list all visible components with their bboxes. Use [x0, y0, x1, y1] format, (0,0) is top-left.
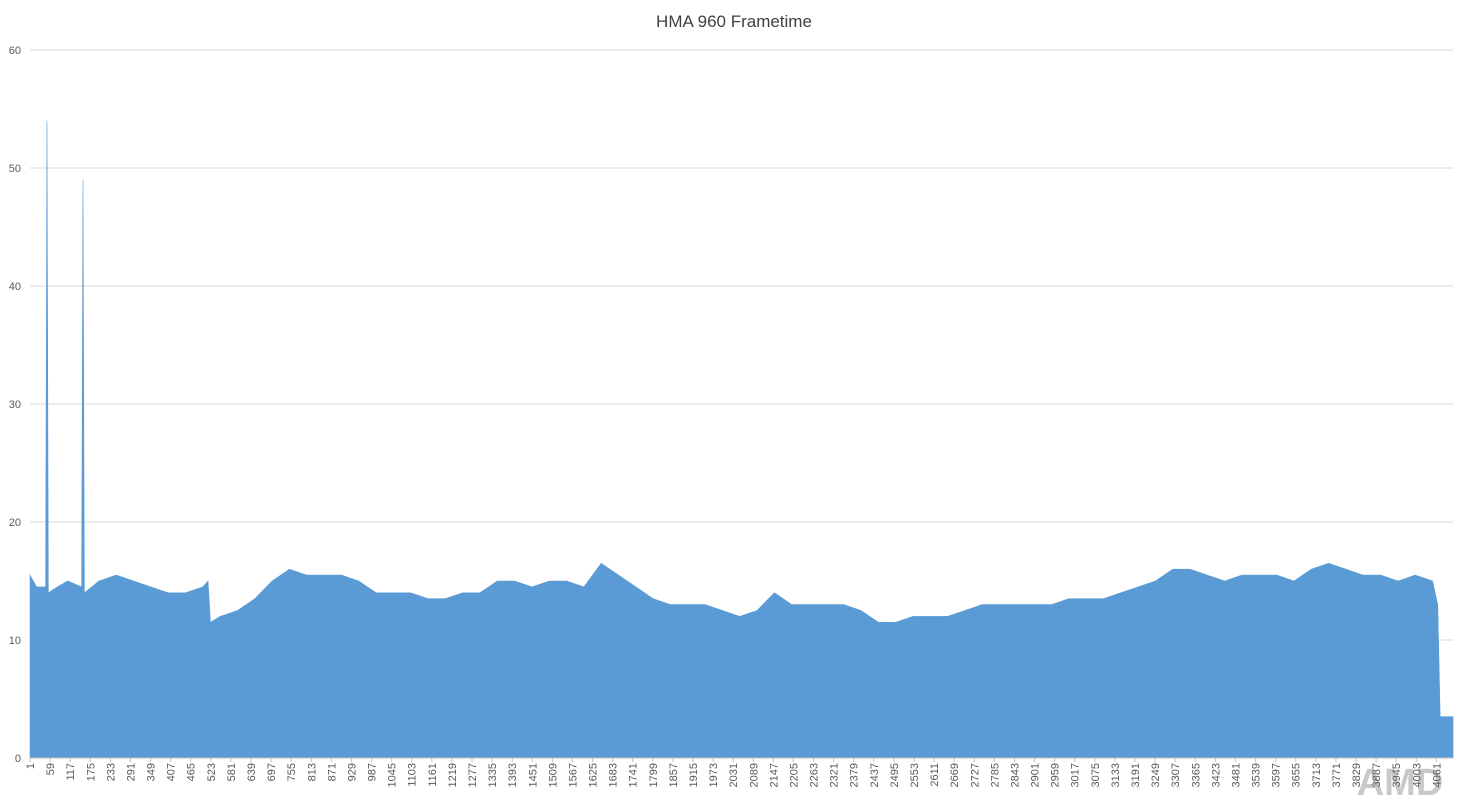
x-tick-label: 2379: [849, 763, 861, 787]
x-tick-label: 175: [85, 763, 97, 781]
x-tick-label: 987: [367, 763, 379, 781]
x-tick-label: 1741: [628, 763, 640, 787]
x-tick-label: 1335: [487, 763, 499, 787]
x-tick-label: 2437: [869, 763, 881, 787]
x-tick-label: 3713: [1311, 763, 1323, 787]
x-tick-label: 2321: [829, 763, 841, 787]
x-tick-label: 2901: [1030, 763, 1042, 787]
x-tick-label: 291: [125, 763, 137, 781]
y-tick-label: 10: [9, 635, 21, 647]
x-tick-label: 1045: [387, 763, 399, 787]
x-tick-label: 3655: [1291, 763, 1303, 787]
x-tick-label: 3887: [1371, 763, 1383, 787]
x-tick-label: 3771: [1331, 763, 1343, 787]
area: [29, 120, 1454, 759]
x-tick-label: 3365: [1190, 763, 1202, 787]
x-tick-label: 1625: [588, 763, 600, 787]
x-tick-label: 4061: [1431, 763, 1443, 787]
x-tick-label: 407: [166, 763, 178, 781]
x-tick-label: 3423: [1210, 763, 1222, 787]
x-tick-label: 2031: [728, 763, 740, 787]
y-tick-label: 20: [9, 517, 21, 529]
watermark: AMD: [1357, 762, 1444, 803]
x-tick-label: 2785: [989, 763, 1001, 787]
y-tick-label: 50: [9, 163, 21, 175]
x-tick-label: 871: [326, 763, 338, 781]
x-tick-label: 3481: [1230, 763, 1242, 787]
x-tick-label: 3075: [1090, 763, 1102, 787]
x-tick-label: 3829: [1351, 763, 1363, 787]
x-tick-label: 2263: [809, 763, 821, 787]
y-tick-label: 30: [9, 399, 21, 411]
x-tick-label: 639: [246, 763, 258, 781]
x-tick-label: 2843: [1009, 763, 1021, 787]
x-tick-label: 3191: [1130, 763, 1142, 787]
x-tick-label: 1509: [547, 763, 559, 787]
x-tick-label: 697: [266, 763, 278, 781]
y-tick-label: 40: [9, 281, 21, 293]
x-tick-label: 2669: [949, 763, 961, 787]
x-tick-label: 1799: [648, 763, 660, 787]
x-tick-label: 2147: [768, 763, 780, 787]
x-tick-label: 929: [346, 763, 358, 781]
x-tick-label: 349: [146, 763, 158, 781]
x-tick-label: 755: [286, 763, 298, 781]
x-tick-label: 2205: [788, 763, 800, 787]
chart-title: HMA 960 Frametime: [656, 12, 812, 31]
x-tick-label: 1857: [668, 763, 680, 787]
x-tick-label: 1277: [467, 763, 479, 787]
x-tick-label: 1973: [708, 763, 720, 787]
x-tick-label: 2727: [969, 763, 981, 787]
x-tick-label: 2089: [748, 763, 760, 787]
x-tick-label: 3597: [1271, 763, 1283, 787]
x-tick-label: 1161: [427, 763, 439, 787]
x-tick-label: 3249: [1150, 763, 1162, 787]
y-tick-label: 0: [15, 753, 21, 765]
x-tick-label: 3539: [1251, 763, 1263, 787]
x-tick-label: 2959: [1050, 763, 1062, 787]
x-tick-label: 1567: [567, 763, 579, 787]
x-tick-label: 59: [45, 763, 57, 775]
x-tick-label: 3307: [1170, 763, 1182, 787]
x-tick-label: 1393: [507, 763, 519, 787]
x-tick-label: 2553: [909, 763, 921, 787]
x-tick-label: 1103: [407, 763, 419, 787]
x-tick-label: 3945: [1391, 763, 1403, 787]
x-tick-label: 1915: [688, 763, 700, 787]
x-tick-label: 1: [25, 763, 37, 769]
x-tick-label: 233: [105, 763, 117, 781]
x-tick-label: 117: [65, 763, 77, 781]
x-tick-label: 2495: [889, 763, 901, 787]
x-tick-label: 3133: [1110, 763, 1122, 787]
x-tick-label: 1219: [447, 763, 459, 787]
y-tick-label: 60: [9, 45, 21, 57]
x-tick-label: 1451: [527, 763, 539, 787]
x-tick-label: 1683: [608, 763, 620, 787]
x-tick-label: 813: [306, 763, 318, 781]
x-tick-label: 2611: [929, 763, 941, 787]
x-tick-label: 3017: [1070, 763, 1082, 787]
x-tick-label: 523: [206, 763, 218, 781]
x-tick-label: 465: [186, 763, 198, 781]
x-tick-label: 581: [226, 763, 238, 781]
x-tick-label: 4003: [1411, 763, 1423, 787]
